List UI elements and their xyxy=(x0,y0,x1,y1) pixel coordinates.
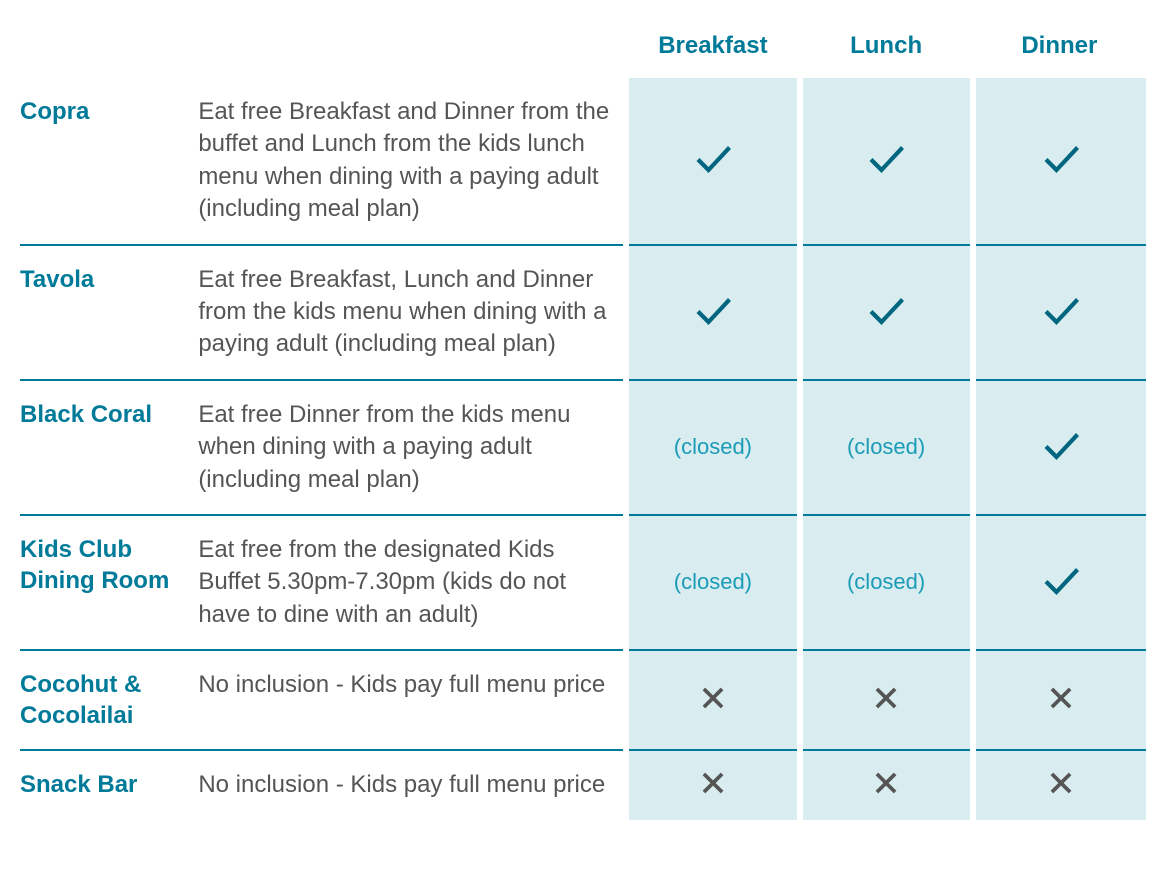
cross-icon xyxy=(700,783,726,800)
venue-name: Tavola xyxy=(20,245,198,380)
table-row: CopraEat free Breakfast and Dinner from … xyxy=(20,78,1146,245)
table-row: Kids Club Dining RoomEat free from the d… xyxy=(20,515,1146,650)
check-icon xyxy=(1043,312,1079,329)
table-row: Cocohut & CocolailaiNo inclusion - Kids … xyxy=(20,650,1146,750)
venue-name: Kids Club Dining Room xyxy=(20,515,198,650)
venue-description: No inclusion - Kids pay full menu price xyxy=(198,750,626,819)
closed-label: (closed) xyxy=(847,569,925,594)
check-icon xyxy=(1043,447,1079,464)
meal-breakfast xyxy=(626,245,799,380)
cross-icon xyxy=(1048,783,1074,800)
check-icon xyxy=(868,312,904,329)
meal-breakfast: (closed) xyxy=(626,380,799,515)
meal-dinner xyxy=(973,380,1146,515)
cross-icon xyxy=(1048,698,1074,715)
check-icon xyxy=(695,160,731,177)
meal-dinner xyxy=(973,78,1146,245)
check-icon xyxy=(868,160,904,177)
venue-description: Eat free Breakfast, Lunch and Dinner fro… xyxy=(198,245,626,380)
table-row: TavolaEat free Breakfast, Lunch and Dinn… xyxy=(20,245,1146,380)
venue-name: Snack Bar xyxy=(20,750,198,819)
meal-dinner xyxy=(973,515,1146,650)
table-row: Black CoralEat free Dinner from the kids… xyxy=(20,380,1146,515)
meal-dinner xyxy=(973,750,1146,819)
venue-description: No inclusion - Kids pay full menu price xyxy=(198,650,626,750)
meal-breakfast: (closed) xyxy=(626,515,799,650)
check-icon xyxy=(695,312,731,329)
venue-description: Eat free Breakfast and Dinner from the b… xyxy=(198,78,626,245)
meal-dinner xyxy=(973,650,1146,750)
meal-lunch xyxy=(800,245,973,380)
meal-dinner xyxy=(973,245,1146,380)
table-header-row: Breakfast Lunch Dinner xyxy=(20,20,1146,78)
check-icon xyxy=(1043,160,1079,177)
closed-label: (closed) xyxy=(674,434,752,459)
cross-icon xyxy=(873,698,899,715)
closed-label: (closed) xyxy=(674,569,752,594)
column-header-lunch: Lunch xyxy=(800,20,973,78)
venue-name: Cocohut & Cocolailai xyxy=(20,650,198,750)
column-header-breakfast: Breakfast xyxy=(626,20,799,78)
closed-label: (closed) xyxy=(847,434,925,459)
meal-lunch: (closed) xyxy=(800,380,973,515)
venue-description: Eat free Dinner from the kids menu when … xyxy=(198,380,626,515)
meal-breakfast xyxy=(626,650,799,750)
dining-inclusions-table: Breakfast Lunch Dinner CopraEat free Bre… xyxy=(20,20,1146,820)
meal-lunch xyxy=(800,78,973,245)
venue-description: Eat free from the designated Kids Buffet… xyxy=(198,515,626,650)
meal-lunch xyxy=(800,750,973,819)
cross-icon xyxy=(873,783,899,800)
venue-name: Copra xyxy=(20,78,198,245)
meal-breakfast xyxy=(626,750,799,819)
column-header-dinner: Dinner xyxy=(973,20,1146,78)
meal-lunch: (closed) xyxy=(800,515,973,650)
venue-name: Black Coral xyxy=(20,380,198,515)
check-icon xyxy=(1043,582,1079,599)
meal-lunch xyxy=(800,650,973,750)
meal-breakfast xyxy=(626,78,799,245)
table-row: Snack BarNo inclusion - Kids pay full me… xyxy=(20,750,1146,819)
cross-icon xyxy=(700,698,726,715)
